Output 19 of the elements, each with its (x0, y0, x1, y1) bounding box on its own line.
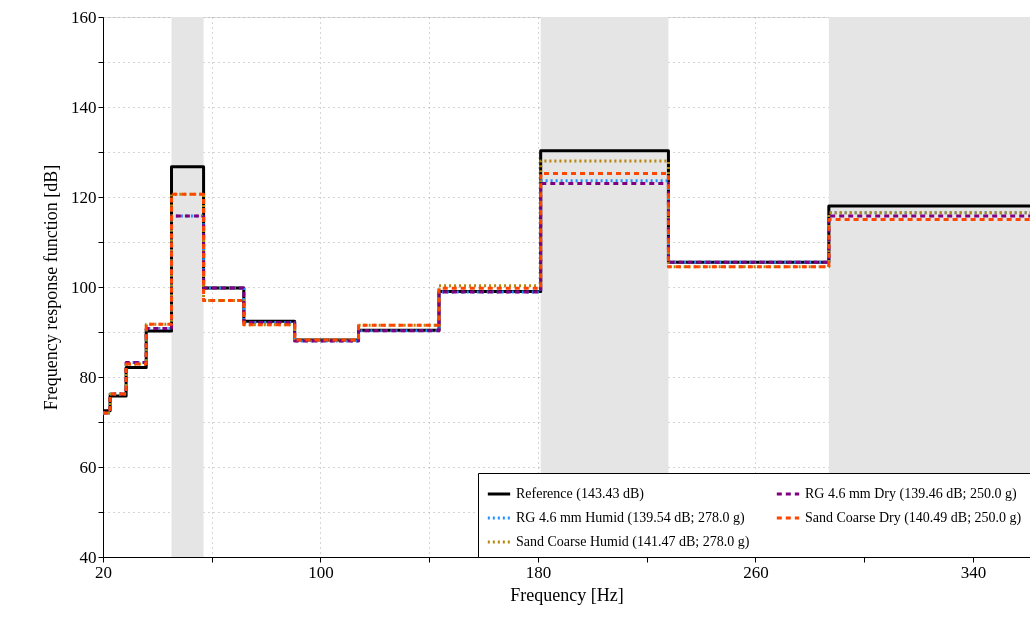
y-tick-label: 160 (71, 7, 97, 27)
y-tick-label: 120 (71, 187, 97, 207)
x-tick-label: 180 (525, 562, 552, 582)
x-tick-label: 340 (960, 562, 987, 582)
y-tick-label: 60 (79, 457, 97, 477)
legend-label: RG 4.6 mm Humid (139.54 dB; 278.0 g) (516, 510, 746, 526)
y-tick-label: 100 (71, 277, 97, 297)
y-tick-label: 80 (79, 367, 97, 387)
legend-label: Sand Coarse Humid (141.47 dB; 278.0 g) (516, 534, 750, 550)
legend-label: Sand Coarse Dry (140.49 dB; 250.0 g) (805, 510, 1022, 526)
y-axis-title: Frequency response function [dB] (41, 164, 61, 411)
x-tick-label: 260 (743, 562, 769, 582)
x-tick-label: 20 (95, 562, 112, 582)
x-tick-label: 100 (308, 562, 334, 582)
legend-label: Reference (143.43 dB) (516, 486, 645, 502)
y-tick-label: 140 (71, 97, 97, 117)
y-tick-label: 40 (79, 547, 97, 567)
legend-label: RG 4.6 mm Dry (139.46 dB; 250.0 g) (805, 486, 1017, 502)
x-axis-title: Frequency [Hz] (510, 584, 624, 605)
